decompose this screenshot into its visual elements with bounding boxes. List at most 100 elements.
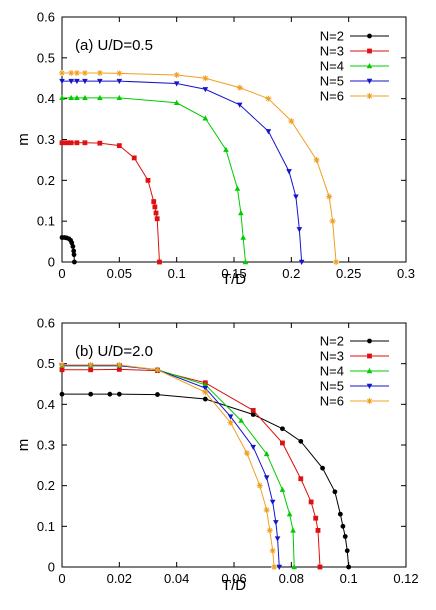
data-point [332,489,338,495]
data-point [280,426,285,432]
data-point [273,520,279,526]
data-point [250,408,256,413]
data-point [59,94,65,101]
data-point [73,69,80,76]
data-point [116,78,123,85]
x-tick-label: 0.3 [397,266,415,281]
data-point [298,438,304,444]
x-tick-label: 0.05 [107,266,132,281]
data-point [274,536,281,542]
series-n-3 [59,366,323,570]
data-point [157,259,162,265]
legend-label: N=4 [320,59,344,74]
data-point [266,527,273,534]
data-point [154,216,160,222]
data-point [202,389,209,396]
data-point [346,564,352,570]
data-point [151,199,157,204]
y-tick-label: 0 [48,560,55,575]
data-point [71,259,77,265]
data-point [240,234,246,240]
y-tick-label: 0.5 [37,50,55,65]
data-point [97,78,103,85]
data-point [71,248,77,254]
series-line [62,365,280,568]
y-tick-label: 0 [48,255,55,270]
y-tick-label: 0.1 [37,214,55,229]
legend-swatch-marker [366,398,373,404]
series-n-5 [59,78,305,265]
data-point [116,361,123,368]
y-tick-label: 0.2 [37,173,55,188]
data-point [290,527,296,533]
data-point [256,482,263,489]
data-point [87,361,94,368]
data-point [250,444,257,451]
data-point [68,140,74,146]
data-point [308,499,314,505]
data-point [263,507,270,514]
data-point [236,84,243,91]
x-tick-label: 0.2 [282,266,300,281]
data-point [293,194,299,200]
data-point [243,450,250,457]
data-point [59,69,65,76]
series-n-2 [59,235,77,265]
data-point [68,78,74,85]
chart-panel-b: 0 0.02 0.04 0.06 0.08 0.1 0.12 0 0.1 0.2 0.3 0.4 0.5… [15,316,419,595]
legend-label: N=4 [320,364,344,379]
y-tick-label: 0.4 [37,397,55,412]
data-point [88,391,94,397]
data-point [97,140,103,146]
data-point [145,177,151,183]
data-point [116,366,122,372]
data-point [280,440,285,446]
data-point [265,129,272,135]
legend-swatch-marker [366,93,373,99]
x-tick-label: 0.02 [107,571,132,586]
data-point [263,475,270,481]
y-tick-label: 0.6 [37,10,55,25]
x-axis-title: T/D [222,271,246,288]
data-point [337,511,343,517]
data-point [227,419,234,426]
data-point [116,94,123,101]
legend-label: N=3 [320,349,344,364]
data-point [202,75,209,82]
series-n-6 [59,361,278,570]
legend-label: N=2 [320,334,344,349]
legend-swatch-marker [367,353,372,359]
data-point [173,71,180,78]
data-point [265,95,272,102]
legend-label: N=3 [320,44,344,59]
data-point [59,391,65,397]
data-point [202,396,208,402]
data-point [202,381,209,388]
legend: N=2N=3N=4N=5N=6 [320,334,389,409]
legend-swatch-marker [366,368,373,374]
data-point [68,69,75,76]
data-point [107,391,113,397]
panel-title: (b) U/D=2.0 [75,343,153,360]
data-point [202,385,209,392]
data-point [88,367,94,373]
data-point [298,259,305,265]
data-point [59,367,65,373]
data-point [82,140,88,146]
panel-title: (a) U/D=0.5 [75,37,153,54]
y-tick-label: 0.3 [37,438,55,453]
data-point [329,218,336,225]
data-point [250,412,256,417]
data-point [223,146,229,152]
data-point [286,511,293,517]
x-tick-label: 0 [58,266,65,281]
series-n-3 [59,140,162,265]
legend-label: N=5 [320,379,344,394]
y-axis-title: m [15,133,32,146]
series-line [62,364,275,568]
data-point [154,366,161,373]
data-point [82,78,88,85]
data-point [70,244,76,249]
series-n-2 [59,391,352,570]
data-point [320,465,325,471]
